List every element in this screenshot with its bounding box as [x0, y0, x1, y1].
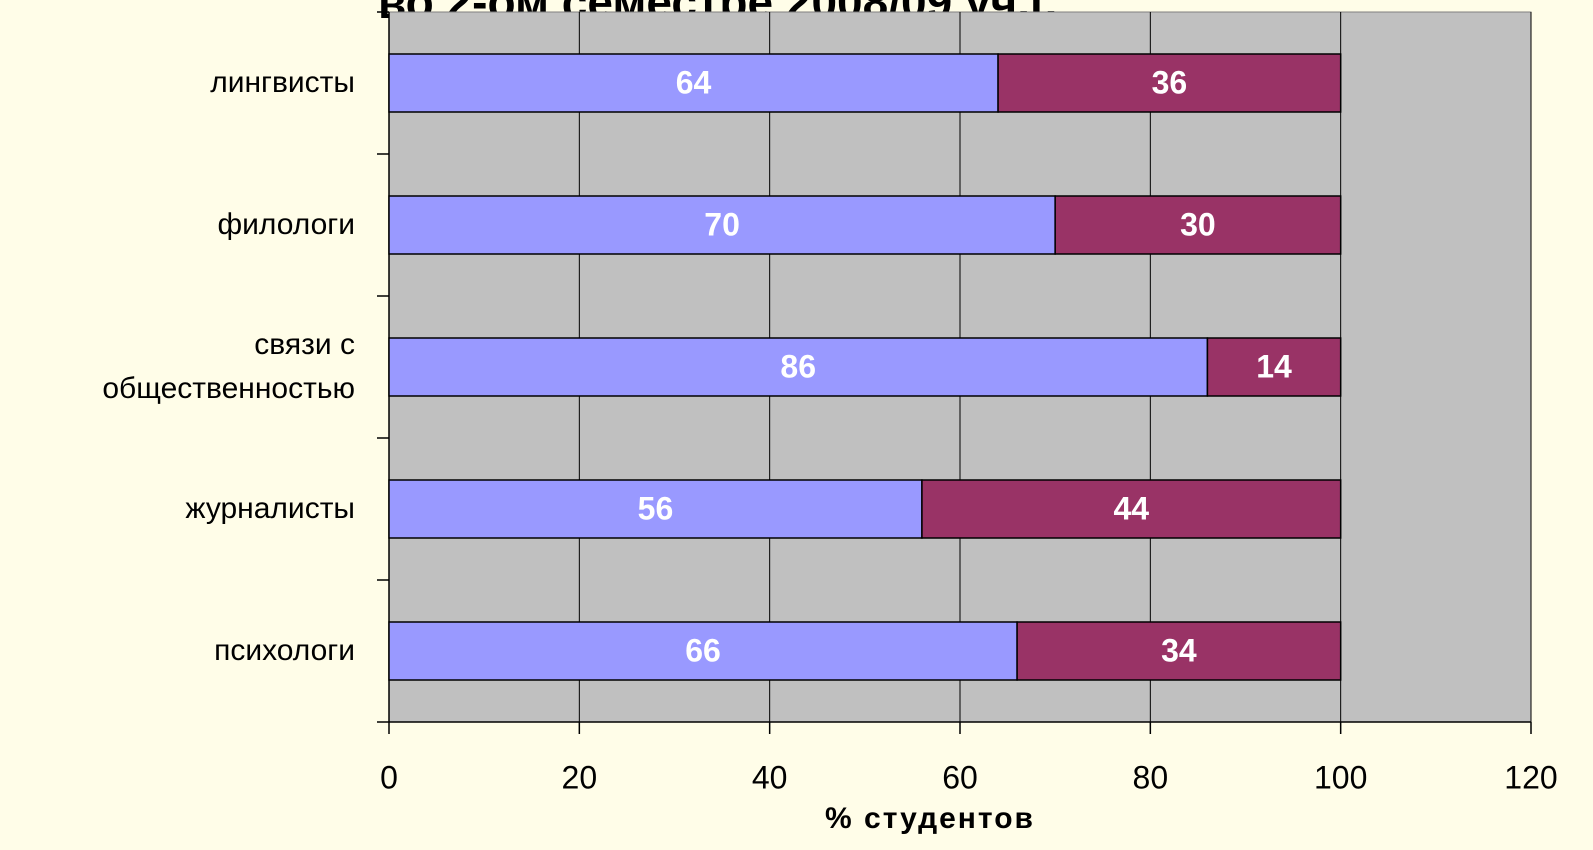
- data-label: 64: [676, 64, 712, 100]
- bar: [388, 621, 1018, 681]
- bar: [921, 479, 1342, 539]
- data-label: 86: [780, 348, 816, 384]
- data-label: 56: [638, 490, 674, 526]
- y-tick-label: связи с общественностью: [102, 328, 355, 405]
- x-tick-label: 100: [1314, 759, 1367, 795]
- data-label: 36: [1152, 64, 1188, 100]
- x-tick-label: 40: [752, 759, 788, 795]
- bar: [1016, 621, 1342, 681]
- bar: [1054, 195, 1342, 255]
- bar: [388, 195, 1056, 255]
- data-label: 34: [1161, 632, 1197, 668]
- data-label: 44: [1114, 490, 1150, 526]
- bar: [388, 479, 923, 539]
- x-tick-label: 60: [942, 759, 978, 795]
- x-axis-label: % студентов: [825, 802, 1035, 835]
- data-label: 14: [1256, 348, 1292, 384]
- data-label: 66: [685, 632, 721, 668]
- y-tick-label: лингвисты: [210, 66, 355, 99]
- bar: [388, 337, 1209, 397]
- data-label: 30: [1180, 206, 1216, 242]
- x-tick-label: 80: [1133, 759, 1169, 795]
- data-label: 70: [704, 206, 740, 242]
- bar: [1206, 337, 1342, 397]
- y-tick-label: журналисты: [185, 492, 355, 525]
- bar: [997, 53, 1342, 113]
- y-tick-label: психологи: [214, 634, 355, 667]
- x-tick-label: 20: [562, 759, 598, 795]
- x-tick-label: 120: [1504, 759, 1557, 795]
- x-tick-label: 0: [380, 759, 398, 795]
- y-tick-label: филологи: [217, 208, 355, 241]
- bar: [388, 53, 999, 113]
